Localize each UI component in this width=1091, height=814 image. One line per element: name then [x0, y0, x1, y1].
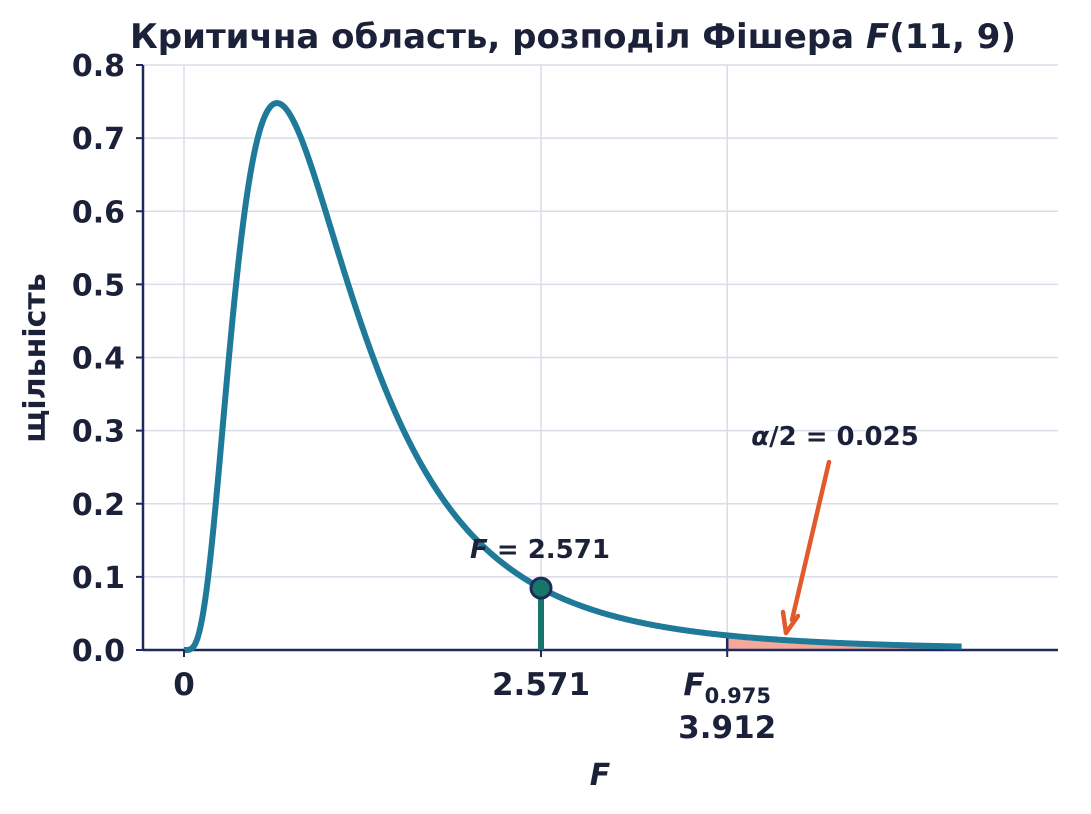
grid — [143, 64, 1058, 651]
y-tick-labels: 0.0 0.1 0.2 0.3 0.4 0.5 0.6 0.7 0.8 — [72, 49, 143, 669]
y-tick-label: 0.3 — [72, 415, 125, 450]
observed-f-label: F = 2.571 — [470, 535, 610, 565]
alpha-annotation: α/2 = 0.025 — [751, 422, 919, 452]
y-tick-label: 0.6 — [72, 195, 125, 230]
x-axis-label: F — [590, 758, 611, 793]
y-tick-label: 0.0 — [72, 634, 125, 669]
y-tick-label: 0.4 — [72, 342, 125, 377]
y-tick-label: 0.5 — [72, 268, 125, 303]
x-tick-label: 0 — [173, 667, 195, 703]
alpha-arrow-head — [780, 609, 801, 636]
x-tick-label: F0.975 — [683, 667, 771, 708]
density-curve — [182, 100, 964, 653]
alpha-arrow — [789, 459, 832, 623]
x-tick-label: 2.571 — [492, 667, 590, 703]
y-axis-label: щільність — [18, 273, 53, 443]
x-tick-label-value: 3.912 — [678, 710, 776, 746]
chart-title: Критична область, розподіл Фішера F(11, … — [130, 17, 1016, 57]
y-tick-label: 0.7 — [72, 122, 125, 157]
y-tick-label: 0.8 — [72, 49, 125, 84]
y-tick-label: 0.1 — [72, 561, 125, 596]
observed-f-point — [529, 576, 553, 600]
y-tick-label: 0.2 — [72, 488, 125, 523]
